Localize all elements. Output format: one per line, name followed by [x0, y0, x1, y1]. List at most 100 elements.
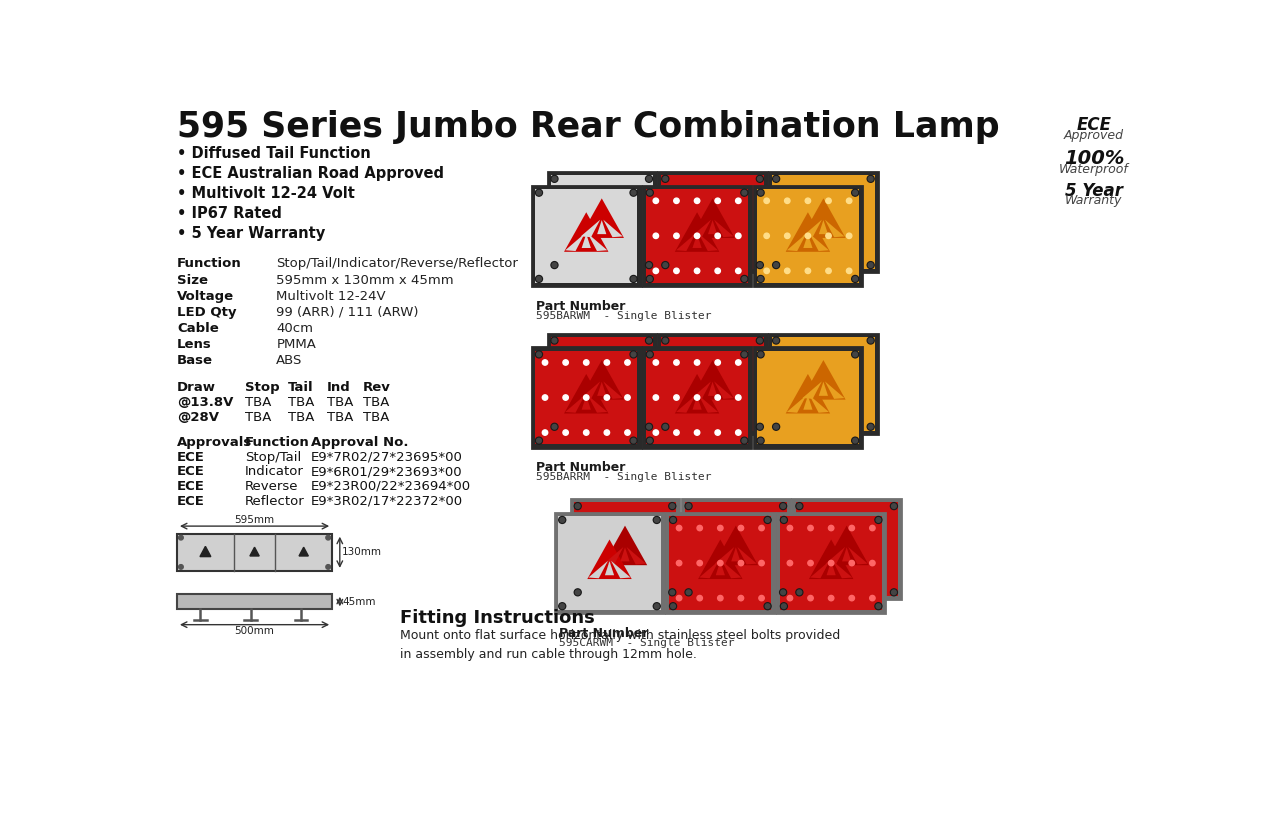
- Text: 130mm: 130mm: [342, 547, 383, 557]
- Circle shape: [685, 503, 692, 509]
- Bar: [792, 500, 901, 599]
- Circle shape: [584, 395, 589, 400]
- Circle shape: [828, 560, 833, 565]
- Text: Function: Function: [246, 436, 310, 449]
- Polygon shape: [621, 547, 630, 561]
- Text: Rev: Rev: [364, 381, 390, 394]
- Circle shape: [785, 233, 790, 239]
- Circle shape: [653, 395, 658, 400]
- Circle shape: [764, 268, 769, 273]
- Circle shape: [736, 395, 741, 400]
- Circle shape: [673, 430, 680, 435]
- Circle shape: [764, 517, 771, 523]
- Text: LED Qty: LED Qty: [177, 306, 237, 319]
- Polygon shape: [564, 212, 608, 252]
- Text: Tail: Tail: [288, 381, 314, 394]
- Circle shape: [694, 430, 700, 435]
- Bar: [754, 347, 863, 448]
- Circle shape: [758, 189, 764, 196]
- Circle shape: [851, 189, 859, 196]
- Circle shape: [625, 430, 630, 435]
- Polygon shape: [691, 220, 712, 237]
- Circle shape: [646, 189, 653, 196]
- Circle shape: [849, 525, 855, 531]
- Circle shape: [716, 395, 721, 400]
- Polygon shape: [699, 234, 718, 251]
- Polygon shape: [731, 547, 740, 561]
- Text: Reverse: Reverse: [246, 480, 298, 493]
- Circle shape: [686, 504, 691, 509]
- Bar: [658, 172, 767, 272]
- Circle shape: [851, 276, 859, 282]
- Text: • Multivolt 12-24 Volt: • Multivolt 12-24 Volt: [177, 186, 355, 201]
- Polygon shape: [588, 395, 607, 413]
- Circle shape: [826, 233, 831, 239]
- Circle shape: [868, 425, 873, 429]
- Circle shape: [742, 439, 746, 443]
- Text: Draw: Draw: [177, 381, 216, 394]
- Text: @28V: @28V: [177, 411, 219, 424]
- Bar: [177, 534, 332, 571]
- Polygon shape: [692, 396, 701, 410]
- Circle shape: [716, 233, 721, 239]
- Text: 40cm: 40cm: [276, 322, 314, 335]
- Polygon shape: [809, 234, 829, 251]
- Circle shape: [782, 604, 786, 608]
- Bar: [548, 333, 657, 434]
- Circle shape: [625, 360, 630, 365]
- Circle shape: [758, 352, 763, 356]
- Circle shape: [826, 198, 831, 203]
- Text: 595mm x 130mm x 45mm: 595mm x 130mm x 45mm: [276, 273, 454, 286]
- Bar: [550, 175, 653, 269]
- Text: Ind: Ind: [326, 381, 351, 394]
- Circle shape: [796, 503, 803, 509]
- Polygon shape: [801, 360, 846, 400]
- Text: Voltage: Voltage: [177, 290, 234, 303]
- Circle shape: [876, 604, 881, 608]
- Circle shape: [576, 504, 580, 509]
- Circle shape: [646, 425, 652, 429]
- Polygon shape: [804, 396, 813, 410]
- Circle shape: [563, 395, 568, 400]
- Text: 100%: 100%: [1064, 149, 1124, 168]
- Circle shape: [179, 535, 183, 540]
- Circle shape: [694, 198, 700, 203]
- Circle shape: [653, 602, 660, 610]
- Circle shape: [773, 262, 780, 268]
- Circle shape: [663, 263, 668, 267]
- Circle shape: [646, 276, 653, 282]
- Text: ECE: ECE: [177, 451, 205, 463]
- Circle shape: [604, 360, 609, 365]
- Polygon shape: [803, 381, 822, 399]
- Circle shape: [742, 352, 746, 356]
- Text: PMMA: PMMA: [276, 338, 316, 351]
- Circle shape: [846, 198, 852, 203]
- Polygon shape: [580, 360, 623, 400]
- Circle shape: [892, 590, 896, 595]
- Text: ECE: ECE: [177, 465, 205, 478]
- Circle shape: [563, 430, 568, 435]
- Circle shape: [673, 395, 680, 400]
- Text: Base: Base: [177, 355, 212, 367]
- Text: 99 (ARR) / 111 (ARW): 99 (ARR) / 111 (ARW): [276, 306, 419, 319]
- Text: • ECE Australian Road Approved: • ECE Australian Road Approved: [177, 165, 444, 181]
- Polygon shape: [200, 546, 211, 556]
- Circle shape: [736, 430, 741, 435]
- Bar: [558, 516, 660, 610]
- Text: Function: Function: [177, 258, 242, 271]
- Circle shape: [673, 360, 680, 365]
- Text: Approvals: Approvals: [177, 436, 252, 449]
- Circle shape: [604, 395, 609, 400]
- Circle shape: [552, 425, 557, 429]
- Circle shape: [808, 525, 813, 531]
- Polygon shape: [598, 382, 607, 396]
- Circle shape: [741, 276, 748, 282]
- Polygon shape: [809, 540, 854, 579]
- Circle shape: [876, 518, 881, 523]
- Circle shape: [663, 176, 668, 181]
- Polygon shape: [580, 198, 623, 238]
- Circle shape: [543, 395, 548, 400]
- Circle shape: [869, 560, 876, 565]
- Circle shape: [604, 430, 609, 435]
- Circle shape: [631, 190, 636, 195]
